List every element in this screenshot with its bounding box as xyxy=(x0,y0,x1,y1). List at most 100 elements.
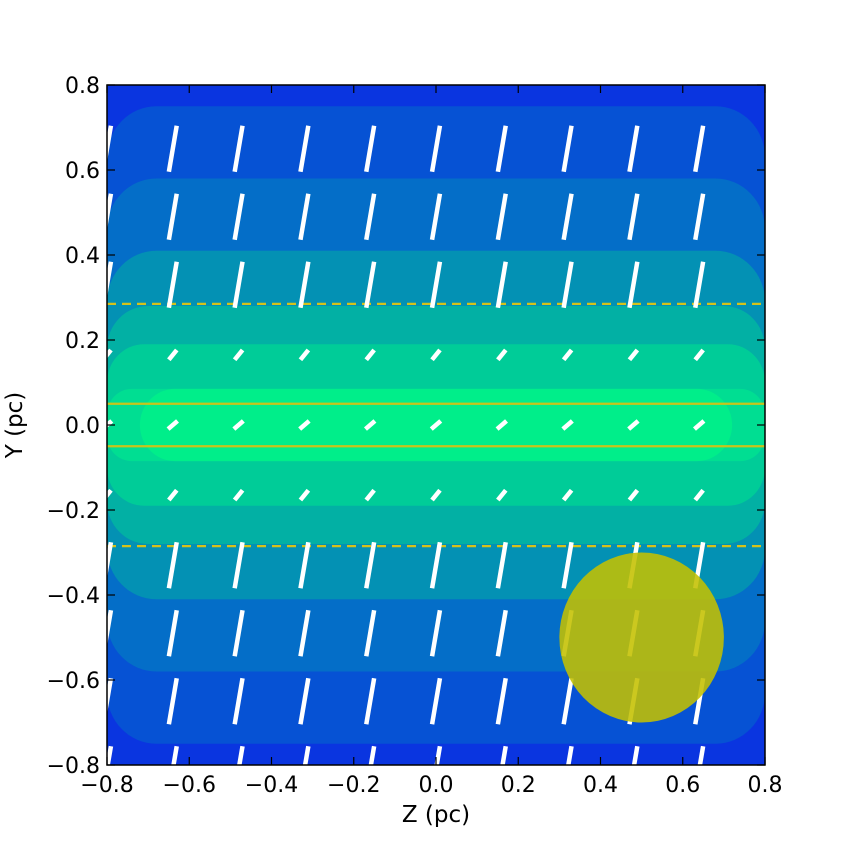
vector-9-5 xyxy=(434,745,443,765)
beam-circle xyxy=(559,552,724,723)
vector-0-9 xyxy=(693,125,706,173)
vector-0-6 xyxy=(495,125,508,173)
x-tick-label: −0.2 xyxy=(327,773,380,798)
vector-7-6 xyxy=(495,609,508,657)
vector-8-4 xyxy=(364,677,377,725)
vector-0-3 xyxy=(298,125,311,173)
vector-6-6 xyxy=(495,541,508,589)
vector-8-5 xyxy=(429,677,443,725)
vector-7-0 xyxy=(107,609,114,647)
vector-2-7 xyxy=(561,261,574,309)
vector-6-0 xyxy=(107,541,114,579)
vector-0-4 xyxy=(364,125,377,173)
vector-3-2 xyxy=(232,348,245,362)
vector-8-3 xyxy=(298,677,311,725)
vector-8-0 xyxy=(107,677,114,715)
vector-1-3 xyxy=(298,193,311,241)
y-tick-label: −0.2 xyxy=(47,499,100,524)
x-tick-label: 0.6 xyxy=(665,773,700,798)
vector-2-3 xyxy=(298,261,311,309)
vector-2-9 xyxy=(693,261,706,309)
vector-0-0 xyxy=(107,125,114,163)
vector-8-2 xyxy=(232,677,245,725)
vector-8-1 xyxy=(166,677,179,725)
vector-1-0 xyxy=(107,193,114,231)
vector-7-1 xyxy=(166,609,179,657)
vector-6-4 xyxy=(364,541,377,589)
vector-5-7 xyxy=(561,488,574,502)
vector-7-2 xyxy=(232,609,245,657)
y-tick-label: 0.6 xyxy=(65,159,100,184)
vector-6-7 xyxy=(561,541,574,589)
vector-3-7 xyxy=(561,348,574,362)
vector-1-9 xyxy=(693,193,706,241)
vector-6-5 xyxy=(429,541,443,589)
beam-circle-layer xyxy=(559,552,724,723)
x-tick-label: 0.8 xyxy=(748,773,783,798)
vector-2-6 xyxy=(495,261,508,309)
vector-1-1 xyxy=(166,193,179,241)
y-tick-label: −0.8 xyxy=(47,754,100,779)
y-tick-label: −0.6 xyxy=(47,669,100,694)
vector-9-0 xyxy=(107,745,114,765)
y-tick-label: 0.2 xyxy=(65,329,100,354)
vector-1-4 xyxy=(364,193,377,241)
vector-9-7 xyxy=(566,745,574,765)
vector-2-4 xyxy=(364,261,377,309)
vector-0-1 xyxy=(166,125,179,173)
x-axis-label: Z (pc) xyxy=(402,802,470,828)
y-tick-label: −0.4 xyxy=(47,584,100,609)
vector-4-0 xyxy=(107,419,114,428)
vector-7-3 xyxy=(298,609,311,657)
vector-2-5 xyxy=(429,261,443,309)
vector-3-1 xyxy=(167,348,179,362)
vector-2-2 xyxy=(232,261,245,309)
vector-5-6 xyxy=(496,488,508,502)
vector-3-9 xyxy=(693,348,705,362)
x-tick-label: 0.0 xyxy=(419,773,454,798)
y-tick-label: 0.8 xyxy=(65,74,100,99)
reference-lines xyxy=(107,302,765,548)
x-tick-label: 0.2 xyxy=(501,773,536,798)
vector-4-2 xyxy=(232,419,245,431)
plot-area xyxy=(107,85,765,765)
vector-3-5 xyxy=(430,348,442,362)
vector-9-3 xyxy=(302,745,311,765)
vector-6-3 xyxy=(298,541,311,589)
vector-0-5 xyxy=(429,125,443,173)
vector-8-6 xyxy=(495,677,508,725)
x-tick-label: −0.6 xyxy=(163,773,216,798)
vector-9-9 xyxy=(697,745,706,765)
vector-4-5 xyxy=(429,419,443,431)
vector-5-4 xyxy=(364,488,376,502)
y-tick-label: 0.0 xyxy=(65,414,100,439)
vector-1-5 xyxy=(429,193,443,241)
vector-9-8 xyxy=(631,745,640,765)
x-axis-ticks: −0.8 −0.6 −0.4 −0.2 0.0 0.2 0.4 0.6 0.8 xyxy=(80,85,783,798)
vector-1-2 xyxy=(232,193,245,241)
vector-8-7 xyxy=(561,677,574,725)
vector-4-3 xyxy=(298,419,311,431)
vector-9-6 xyxy=(500,745,508,765)
x-tick-label: 0.4 xyxy=(583,773,618,798)
vector-5-2 xyxy=(232,488,245,502)
vector-1-6 xyxy=(495,193,508,241)
vector-1-8 xyxy=(627,193,640,241)
y-axis-ticks: −0.8 −0.6 −0.4 −0.2 0.0 0.2 0.4 0.6 0.8 xyxy=(47,74,765,779)
vector-3-0 xyxy=(107,348,113,359)
vector-4-9 xyxy=(693,419,706,431)
vector-5-1 xyxy=(167,488,179,502)
vector-7-4 xyxy=(364,609,377,657)
vector-4-7 xyxy=(561,419,574,431)
vector-4-1 xyxy=(166,419,179,431)
vector-3-8 xyxy=(627,348,640,362)
vector-6-1 xyxy=(166,541,179,589)
vector-3-4 xyxy=(364,348,376,362)
vector-7-5 xyxy=(429,609,443,657)
vector-0-7 xyxy=(561,125,574,173)
vector-0-2 xyxy=(232,125,245,173)
vector-4-4 xyxy=(364,419,377,431)
vector-4-8 xyxy=(627,419,640,431)
vector-3-3 xyxy=(298,348,311,362)
vector-1-7 xyxy=(561,193,574,241)
